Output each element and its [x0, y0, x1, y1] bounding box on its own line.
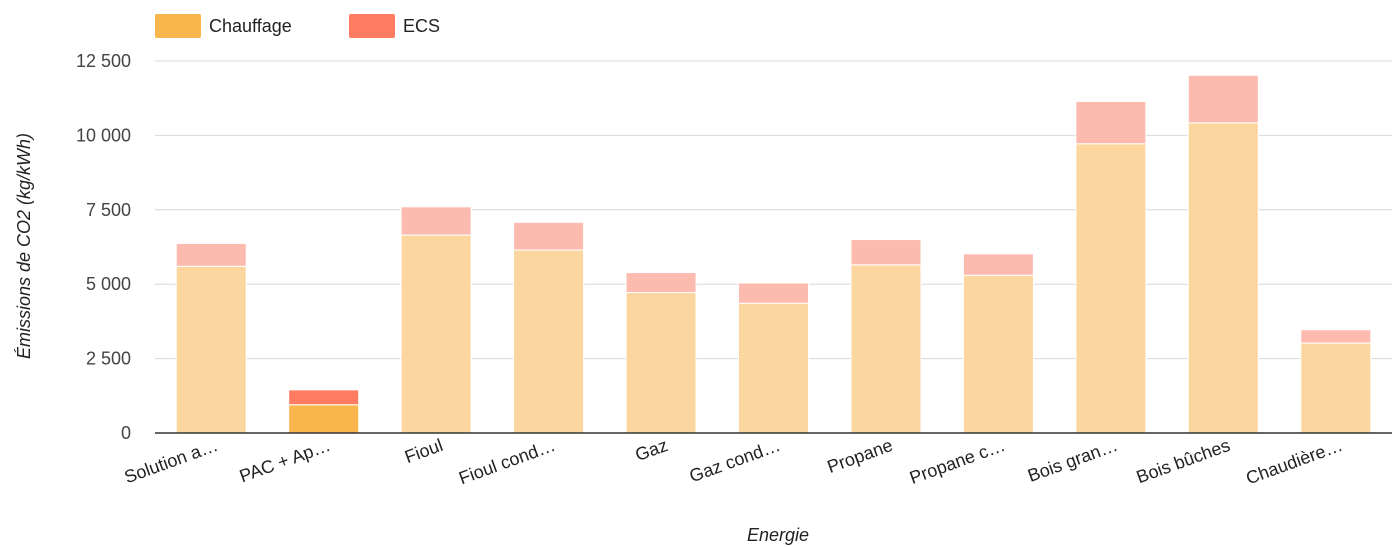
y-tick-label: 7 500	[86, 200, 131, 220]
bar-chauffage-segment	[738, 302, 809, 434]
x-tick-label: Propane c…	[907, 435, 1008, 488]
legend-swatch-chauffage	[155, 14, 201, 38]
bar-ecs-segment	[962, 253, 1034, 276]
bar-ecs-segment	[513, 221, 585, 251]
x-tick-label: Chaudière…	[1243, 435, 1345, 488]
x-tick-label: PAC + Ap…	[237, 435, 333, 486]
bar-chauffage-segment	[1300, 342, 1372, 434]
x-tick-label: Bois bûches	[1134, 435, 1233, 487]
bar-ecs-segment	[738, 282, 809, 304]
bar-chauffage-segment	[175, 265, 247, 434]
bar-ecs-segment	[850, 239, 922, 266]
x-tick-label: Fioul	[402, 435, 446, 467]
bar-chauffage-segment	[625, 292, 697, 434]
y-tick-label: 0	[121, 423, 131, 443]
x-tick-label: Fioul cond…	[456, 435, 558, 488]
bar-ecs-segment	[288, 389, 360, 406]
legend-label-ecs: ECS	[403, 16, 440, 36]
legend: Chauffage ECS	[155, 14, 440, 38]
bars	[175, 74, 1372, 434]
bar-ecs-segment	[1300, 329, 1372, 344]
bar-ecs-segment	[625, 272, 697, 294]
x-axis-title: Energie	[747, 525, 809, 545]
x-tick-label: Solution a…	[122, 435, 221, 487]
bar-chauffage-segment	[850, 264, 922, 434]
bar-chauffage-segment	[1187, 122, 1259, 434]
x-tick-label: Gaz	[633, 435, 671, 465]
x-tick-label: Propane	[825, 435, 896, 477]
bar-ecs-segment	[1075, 100, 1147, 145]
y-tick-label: 2 500	[86, 349, 131, 369]
x-axis-ticks: Solution a… PAC + Ap… Fioul Fioul cond… Gaz G…	[122, 435, 1346, 488]
y-tick-label: 10 000	[76, 125, 131, 145]
y-tick-label: 12 500	[76, 51, 131, 71]
bar-chauffage-segment	[288, 404, 360, 434]
bar-chauffage-segment	[962, 274, 1034, 434]
x-tick-label: Gaz cond…	[687, 435, 783, 486]
bar-ecs-segment	[175, 242, 247, 267]
gridlines	[155, 60, 1392, 360]
bar-chauffage-segment	[400, 234, 472, 434]
legend-label-chauffage: Chauffage	[209, 16, 292, 36]
x-tick-label: Bois gran…	[1025, 435, 1120, 486]
bar-ecs-segment	[1187, 74, 1259, 124]
bar-chauffage-segment	[1075, 143, 1147, 434]
y-axis-title: Émissions de CO2 (kg/kWh)	[14, 133, 34, 359]
bar-ecs-segment	[400, 206, 472, 236]
y-tick-label: 5 000	[86, 274, 131, 294]
y-axis-ticks: 0 2 500 5 000 7 500 10 000 12 500	[76, 51, 131, 443]
bar-chauffage-segment	[513, 249, 585, 434]
legend-swatch-ecs	[349, 14, 395, 38]
